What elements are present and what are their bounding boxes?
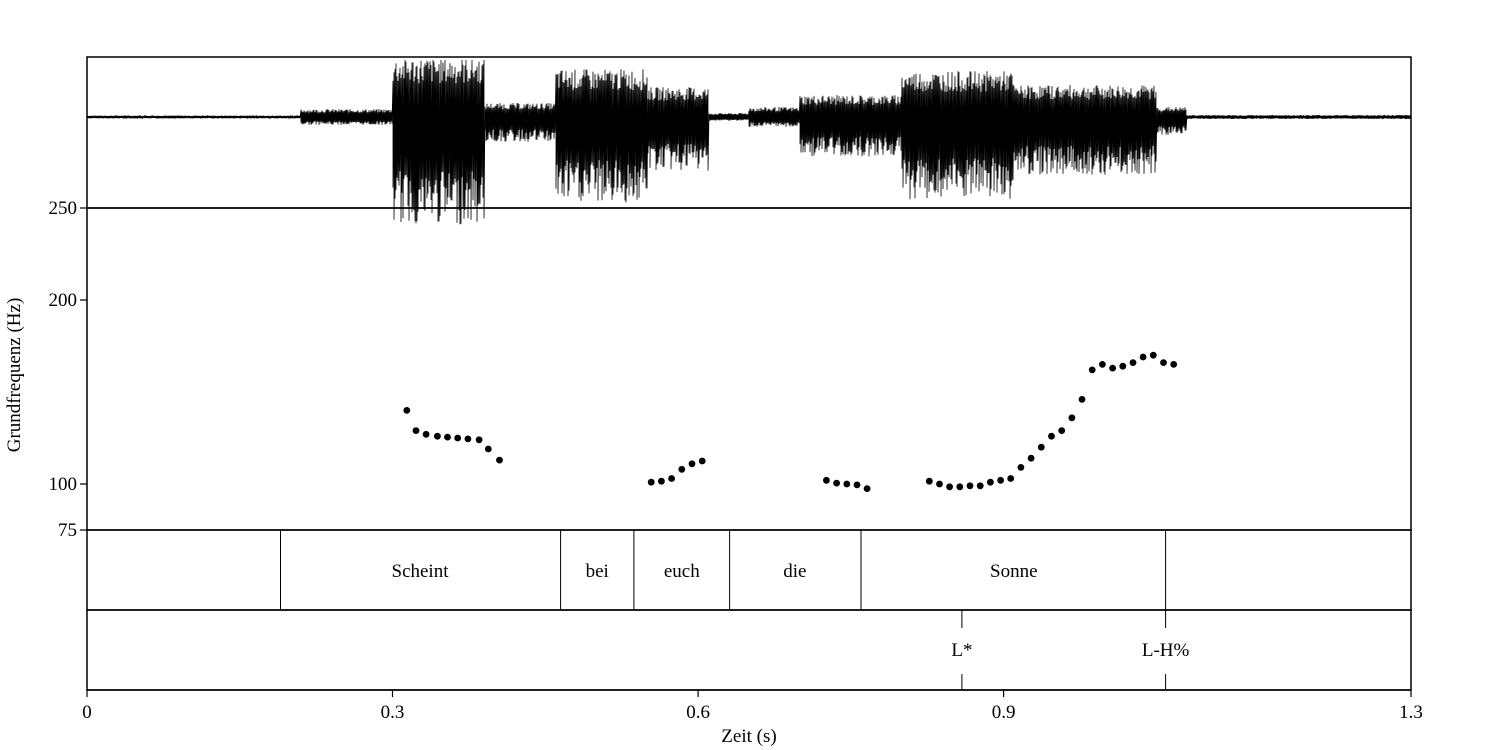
pitch-point [1007, 475, 1015, 482]
pitch-point [412, 427, 420, 434]
y-tick-label-75: 75 [58, 520, 77, 541]
x-tick-label-0: 0 [82, 702, 92, 723]
pitch-point [464, 435, 472, 443]
pitch-point [833, 479, 840, 487]
tone-tier-frame [86, 609, 1412, 691]
x-tick-label-0-3: 0.3 [381, 702, 405, 723]
x-axis-label: Zeit (s) [721, 726, 776, 747]
tone-labels: L* L-H% [951, 640, 1189, 661]
pitch-point [1068, 414, 1076, 422]
tone-label-l-h-percent: L-H% [1142, 640, 1190, 661]
pitch-point [403, 407, 411, 414]
word-boundaries [280, 530, 1167, 610]
word-tier-frame [86, 529, 1412, 611]
word-label-die: die [783, 561, 806, 582]
waveform-panel-frame [86, 56, 1412, 209]
pitch-point [1037, 443, 1045, 451]
x-tick-label-1-3: 1.3 [1399, 702, 1423, 723]
waveform [86, 59, 1412, 225]
pitch-point [698, 457, 706, 465]
x-tick-label-0-6: 0.6 [686, 702, 710, 723]
pitch-point [1149, 351, 1157, 359]
pitch-point [976, 482, 984, 490]
pitch-point [475, 436, 483, 444]
x-axis: 0 0.3 0.6 0.9 1.3 Zeit (s) [82, 689, 1423, 747]
pitch-point [1099, 361, 1106, 368]
pitch-point [1160, 359, 1167, 366]
x-ticks [86, 690, 1412, 697]
pitch-point [956, 483, 964, 491]
pitch-point [688, 460, 696, 468]
pitch-point [1170, 361, 1178, 368]
y-tick-label-200: 200 [49, 290, 78, 311]
pitch-point [863, 485, 871, 492]
pitch-point [987, 478, 994, 486]
pitch-point [997, 476, 1004, 484]
pitch-point [434, 432, 441, 440]
pitch-point [946, 483, 953, 491]
pitch-point [496, 456, 503, 464]
pitch-point [1109, 364, 1116, 372]
pitch-point [1119, 362, 1127, 370]
pitch-point [444, 433, 451, 441]
pitch-point [936, 480, 943, 488]
pitch-point [668, 475, 675, 482]
pitch-point [1078, 396, 1086, 403]
pitch-point [484, 445, 492, 453]
pitch-point [1088, 366, 1096, 374]
pitch-point [1048, 432, 1055, 440]
tone-marks [961, 610, 1167, 690]
word-label-scheint: Scheint [392, 561, 450, 582]
pitch-point [658, 477, 665, 485]
pitch-point [843, 480, 851, 488]
y-axis-label: Grundfrequenz (Hz) [4, 298, 25, 453]
pitch-point [925, 477, 933, 485]
tone-label-l-star: L* [951, 640, 972, 661]
word-label-sonne: Sonne [990, 561, 1038, 582]
y-axis: 250 200 100 75 Grundfrequenz (Hz) [4, 198, 87, 541]
y-tick-label-250: 250 [49, 198, 78, 219]
pitch-point [823, 476, 830, 484]
word-labels: Scheint bei euch die Sonne [392, 561, 1038, 582]
x-tick-label-0-9: 0.9 [992, 702, 1016, 723]
pitch-point [1017, 464, 1025, 471]
word-label-bei: bei [586, 561, 609, 582]
pitch-point [1129, 359, 1137, 366]
pitch-point [1139, 353, 1147, 361]
pitch-point [966, 482, 974, 490]
y-tick-label-100: 100 [49, 474, 78, 495]
word-label-euch: euch [664, 561, 700, 582]
pitch-point [678, 465, 686, 473]
pitch-point [422, 430, 430, 438]
pitch-points [403, 351, 1178, 492]
pitch-point [1027, 454, 1035, 462]
pitch-point [454, 434, 462, 442]
pitch-point [1058, 427, 1066, 434]
pitch-panel-frame [86, 207, 1412, 531]
pitch-point [647, 478, 655, 486]
pitch-point [853, 481, 861, 489]
